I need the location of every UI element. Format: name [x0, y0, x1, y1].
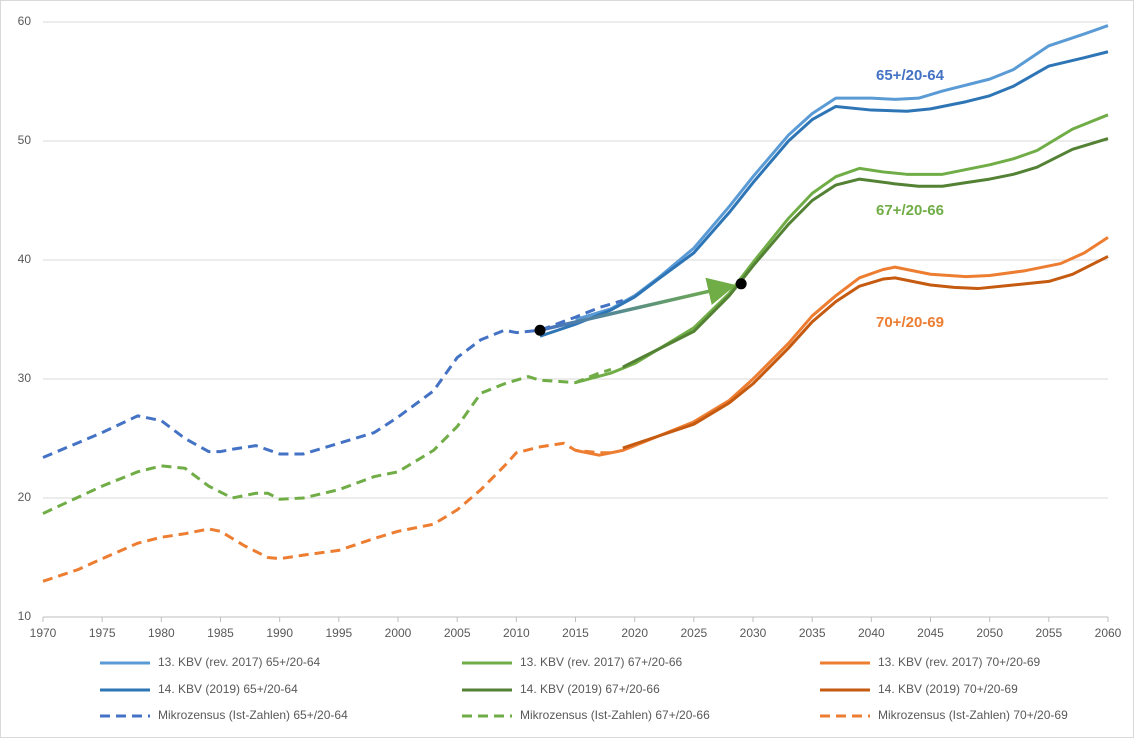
series-line: [575, 236, 1109, 457]
legend-label: Mikrozensus (Ist-Zahlen) 67+/20-66: [520, 708, 710, 722]
series-line: [42, 441, 611, 583]
legend-label: Mikrozensus (Ist-Zahlen) 65+/20-64: [158, 708, 348, 722]
series-line: [575, 113, 1109, 385]
series-line: [42, 368, 612, 515]
y-tick-label: 50: [18, 133, 32, 147]
x-tick-label: 1995: [325, 626, 352, 640]
x-tick-label: 2030: [740, 626, 767, 640]
x-tick-label: 2010: [503, 626, 530, 640]
x-tick-label: 1985: [207, 626, 234, 640]
y-tick-label: 30: [18, 371, 32, 385]
x-tick-label: 2040: [858, 626, 885, 640]
series-annotation: 65+/20-64: [876, 67, 945, 84]
x-tick-label: 1990: [266, 626, 293, 640]
x-tick-label: 1970: [30, 626, 57, 640]
series-line: [539, 50, 1109, 338]
x-tick-label: 1980: [148, 626, 175, 640]
legend-label: 14. KBV (2019) 65+/20-64: [158, 682, 298, 696]
legend-label: 13. KBV (rev. 2017) 67+/20-66: [520, 655, 683, 669]
x-tick-label: 2000: [385, 626, 412, 640]
y-tick-label: 10: [18, 609, 32, 623]
arrow: [539, 277, 736, 332]
y-tick-label: 60: [18, 14, 32, 28]
x-tick-label: 2020: [621, 626, 648, 640]
series-line: [42, 299, 624, 459]
x-tick-label: 2060: [1095, 626, 1122, 640]
x-tick-label: 1975: [89, 626, 116, 640]
marker-dot: [534, 324, 546, 336]
legend-label: 13. KBV (rev. 2017) 70+/20-69: [878, 655, 1041, 669]
x-tick-label: 2045: [917, 626, 944, 640]
legend-label: Mikrozensus (Ist-Zahlen) 70+/20-69: [878, 708, 1068, 722]
x-tick-label: 2050: [976, 626, 1003, 640]
legend-label: 13. KBV (rev. 2017) 65+/20-64: [158, 655, 321, 669]
series-line: [622, 255, 1109, 450]
x-tick-label: 2005: [444, 626, 471, 640]
x-tick-label: 2035: [799, 626, 826, 640]
series-annotation: 70+/20-69: [876, 314, 944, 331]
legend-label: 14. KBV (2019) 70+/20-69: [878, 682, 1018, 696]
y-tick-label: 20: [18, 490, 32, 504]
legend-label: 14. KBV (2019) 67+/20-66: [520, 682, 660, 696]
marker-dot: [735, 278, 747, 290]
x-tick-label: 2055: [1035, 626, 1062, 640]
x-tick-label: 2015: [562, 626, 589, 640]
series-annotation: 67+/20-66: [876, 202, 944, 219]
x-tick-label: 2025: [680, 626, 707, 640]
y-tick-label: 40: [18, 252, 32, 266]
series-line: [575, 24, 1109, 321]
